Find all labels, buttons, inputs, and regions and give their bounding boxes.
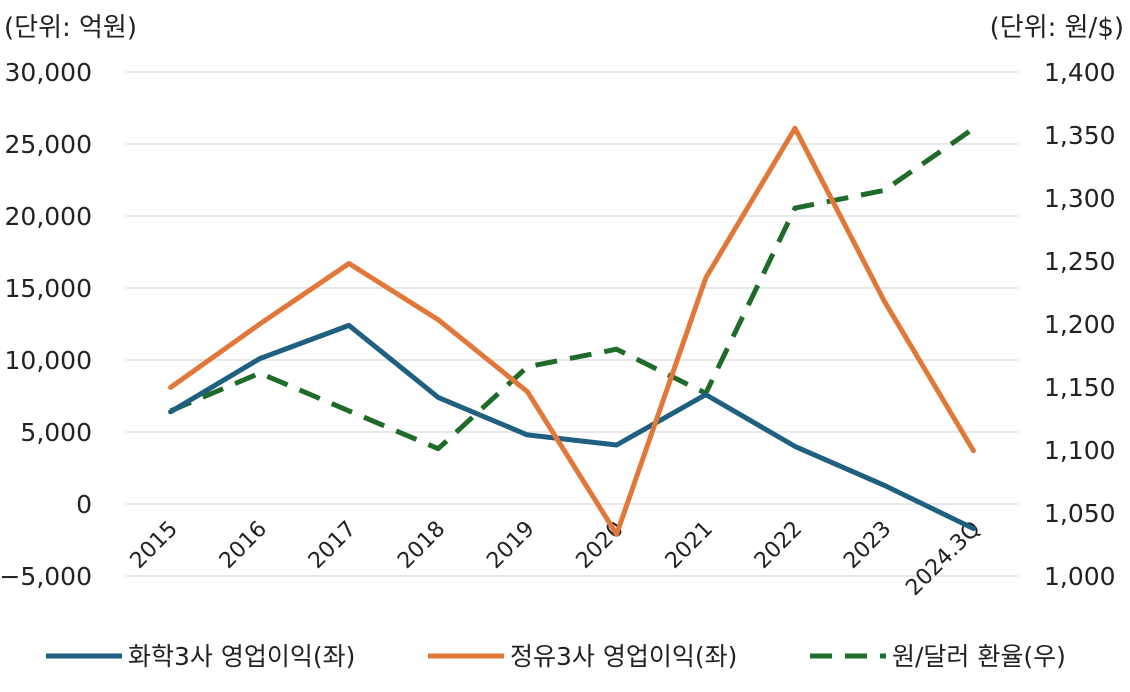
left-axis-tick-label: 0 [76, 490, 92, 519]
right-axis-unit-label: (단위: 원/$) [990, 13, 1124, 43]
left-axis-tick-label: −5,000 [0, 562, 92, 591]
right-axis-tick-label: 1,250 [1044, 247, 1116, 276]
x-axis-tick-label: 2015 [126, 517, 183, 574]
series-line-2 [169, 126, 975, 452]
legend-label-1: 정유3사 영업이익(좌) [510, 642, 737, 671]
x-axis-tick-label: 2018 [393, 517, 450, 574]
left-axis-unit-label: (단위: 억원) [4, 13, 137, 43]
left-axis-tick-label: 30,000 [5, 58, 92, 87]
legend-label-0: 화학3사 영업이익(좌) [128, 642, 355, 671]
x-axis-ticks: 2015 2016 2017 2018 2019 2020 2021 2022 2023 2024… [126, 517, 986, 601]
left-axis-tick-label: 10,000 [5, 346, 92, 375]
right-axis-tick-label: 1,000 [1044, 562, 1116, 591]
x-axis-tick-label: 2016 [215, 517, 272, 574]
left-axis-tick-label: 20,000 [5, 202, 92, 231]
x-axis-tick-label: 2021 [661, 517, 718, 574]
right-axis-tick-label: 1,400 [1044, 58, 1116, 87]
left-axis-ticks: 30,000 25,000 20,000 15,000 10,000 5,000 0 −5,0… [0, 58, 92, 591]
left-axis-tick-label: 5,000 [20, 418, 92, 447]
left-axis-tick-label: 25,000 [5, 130, 92, 159]
x-axis-tick-label: 2017 [304, 517, 361, 574]
right-axis-tick-label: 1,350 [1044, 121, 1116, 150]
right-axis-tick-label: 1,100 [1044, 436, 1116, 465]
legend-label-2: 원/달러 환율(우) [892, 642, 1066, 671]
legend: 화학3사 영업이익(좌) 정유3사 영업이익(좌) 원/달러 환율(우) [46, 642, 1066, 671]
right-axis-tick-label: 1,050 [1044, 499, 1116, 528]
right-axis-tick-label: 1,150 [1044, 373, 1116, 402]
right-axis-tick-label: 1,300 [1044, 184, 1116, 213]
right-axis-tick-label: 1,200 [1044, 310, 1116, 339]
left-axis-tick-label: 15,000 [5, 274, 92, 303]
x-axis-tick-label: 2022 [750, 517, 807, 574]
series-line-0 [168, 322, 976, 531]
series-lines [168, 125, 976, 537]
right-axis-ticks: 1,400 1,350 1,300 1,250 1,200 1,150 1,100 1,050… [1044, 58, 1116, 591]
x-axis-tick-label: 2023 [839, 517, 896, 574]
series-line-1 [168, 125, 976, 537]
x-axis-tick-label: 2019 [482, 517, 539, 574]
